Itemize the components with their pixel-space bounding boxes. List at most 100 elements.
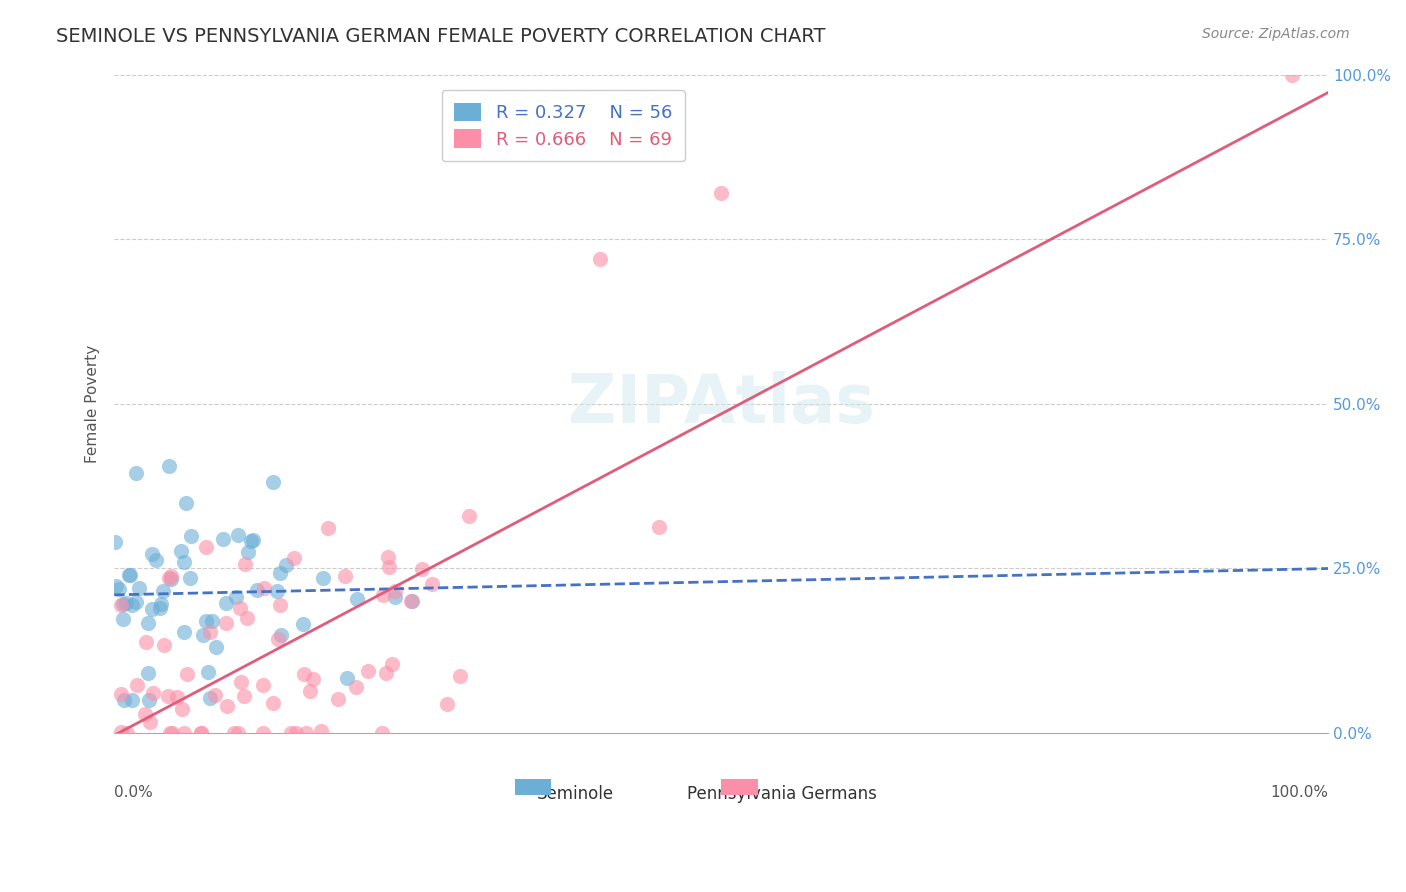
Point bbox=[399, 594, 422, 608]
Point bbox=[125, 678, 148, 692]
Point bbox=[112, 693, 135, 707]
Point bbox=[160, 725, 183, 739]
Point bbox=[384, 584, 406, 599]
Point bbox=[190, 725, 212, 739]
Point bbox=[121, 693, 143, 707]
Point bbox=[266, 632, 288, 647]
Point bbox=[128, 581, 150, 595]
Point bbox=[422, 577, 444, 591]
Point bbox=[159, 573, 181, 587]
Point bbox=[589, 252, 612, 266]
Point bbox=[371, 589, 394, 603]
Text: Source: ZipAtlas.com: Source: ZipAtlas.com bbox=[1202, 27, 1350, 41]
Text: Seminole: Seminole bbox=[537, 785, 614, 804]
Y-axis label: Female Poverty: Female Poverty bbox=[86, 344, 100, 463]
Point bbox=[198, 690, 221, 705]
Point bbox=[110, 688, 132, 702]
Point bbox=[201, 614, 224, 628]
Point bbox=[135, 635, 157, 649]
Point bbox=[197, 665, 219, 680]
Point bbox=[1281, 68, 1303, 82]
Point bbox=[344, 680, 367, 694]
Point bbox=[225, 590, 247, 604]
Point bbox=[190, 725, 212, 739]
Point bbox=[118, 568, 141, 582]
Point bbox=[205, 640, 228, 654]
Point bbox=[242, 533, 264, 548]
Text: 100.0%: 100.0% bbox=[1270, 785, 1329, 800]
Point bbox=[356, 664, 378, 678]
Point bbox=[710, 186, 733, 200]
Point bbox=[157, 571, 180, 585]
Point bbox=[253, 582, 276, 596]
Point bbox=[194, 540, 217, 554]
Point bbox=[166, 690, 188, 704]
Point bbox=[153, 639, 176, 653]
Point bbox=[212, 533, 235, 547]
Point bbox=[411, 562, 433, 576]
Point bbox=[311, 724, 333, 739]
Point bbox=[229, 675, 252, 690]
Point bbox=[121, 599, 143, 613]
Point bbox=[138, 693, 160, 707]
Point bbox=[375, 665, 398, 680]
Point bbox=[103, 534, 125, 549]
Point bbox=[318, 521, 340, 535]
Point bbox=[336, 671, 359, 685]
Point bbox=[252, 725, 274, 739]
Point bbox=[105, 579, 128, 593]
Point bbox=[377, 550, 399, 565]
Point bbox=[110, 725, 132, 739]
Point bbox=[150, 598, 173, 612]
Point bbox=[125, 595, 148, 609]
Point bbox=[193, 628, 215, 642]
Point bbox=[179, 570, 201, 584]
Point bbox=[378, 559, 401, 574]
Point bbox=[302, 672, 325, 686]
Point bbox=[170, 543, 193, 558]
Point bbox=[160, 568, 183, 582]
Point bbox=[333, 569, 356, 583]
Point bbox=[298, 684, 321, 698]
Point bbox=[112, 597, 135, 611]
Point bbox=[215, 698, 238, 713]
Point bbox=[236, 611, 259, 625]
Point bbox=[142, 686, 165, 700]
Point bbox=[401, 594, 423, 608]
Point bbox=[139, 714, 162, 729]
Point bbox=[156, 689, 179, 703]
Text: SEMINOLE VS PENNSYLVANIA GERMAN FEMALE POVERTY CORRELATION CHART: SEMINOLE VS PENNSYLVANIA GERMAN FEMALE P… bbox=[56, 27, 825, 45]
Point bbox=[173, 555, 195, 569]
Point bbox=[204, 688, 226, 702]
Point bbox=[283, 551, 305, 566]
FancyBboxPatch shape bbox=[721, 779, 758, 796]
Point bbox=[346, 591, 368, 606]
Point bbox=[145, 553, 167, 567]
Point bbox=[648, 520, 671, 534]
Point bbox=[436, 697, 458, 711]
Point bbox=[228, 601, 250, 615]
Point bbox=[228, 528, 250, 542]
Point bbox=[312, 571, 335, 585]
Text: 0.0%: 0.0% bbox=[114, 785, 153, 800]
Point bbox=[159, 459, 181, 474]
Point bbox=[180, 529, 202, 543]
Point bbox=[148, 601, 170, 615]
Point bbox=[269, 566, 291, 581]
Point bbox=[124, 466, 146, 480]
Point bbox=[108, 582, 131, 597]
Point bbox=[252, 678, 274, 692]
Point bbox=[235, 557, 257, 571]
Point bbox=[371, 725, 394, 739]
Text: ZIPAtlas: ZIPAtlas bbox=[568, 370, 875, 436]
Point bbox=[246, 582, 269, 597]
Point bbox=[198, 625, 221, 640]
Point bbox=[269, 599, 291, 613]
Point bbox=[294, 725, 316, 739]
Point bbox=[239, 533, 262, 548]
Text: Pennsylvania Germans: Pennsylvania Germans bbox=[688, 785, 877, 804]
Point bbox=[152, 583, 174, 598]
Point bbox=[284, 725, 307, 739]
Point bbox=[226, 725, 249, 739]
Point bbox=[110, 598, 132, 612]
